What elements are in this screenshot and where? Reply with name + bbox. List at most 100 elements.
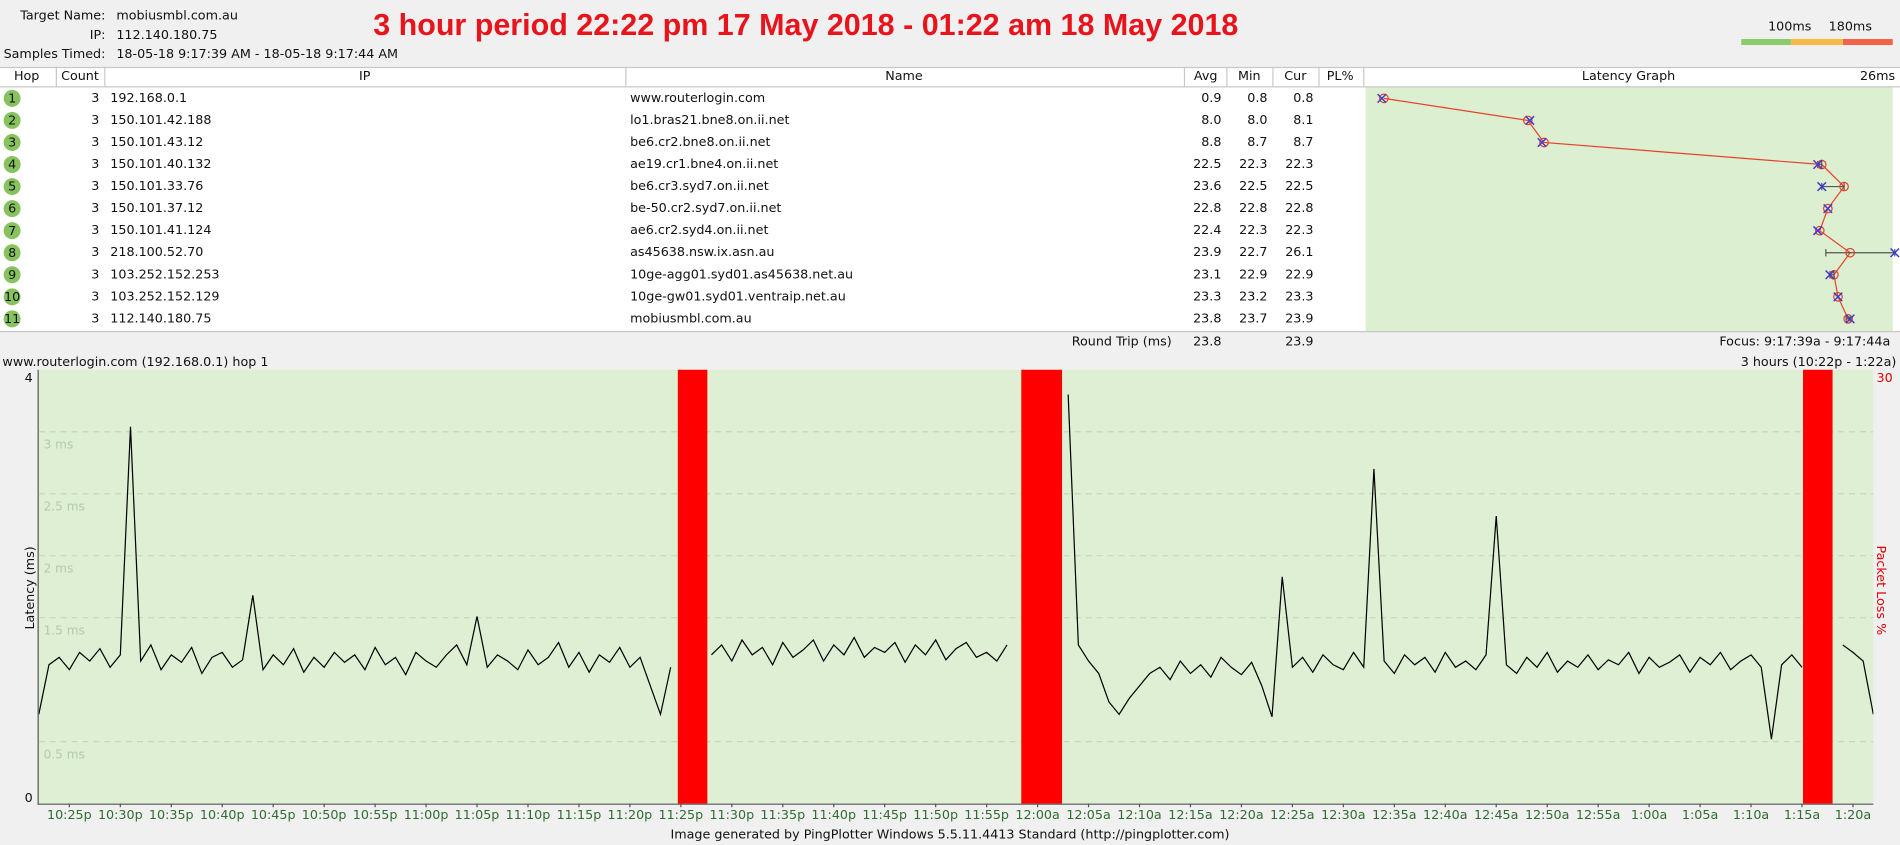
count: 3 — [91, 112, 99, 127]
chart-title: www.routerlogin.com (192.168.0.1) hop 1 — [2, 354, 268, 369]
ip: 150.101.37.12 — [110, 200, 203, 215]
cur: 22.5 — [1285, 178, 1313, 193]
avg: 23.6 — [1193, 178, 1221, 193]
x-tick-label: 10:55p — [353, 807, 398, 822]
count: 3 — [91, 266, 99, 281]
host-name: www.routerlogin.com — [630, 90, 765, 105]
min: 22.3 — [1239, 156, 1267, 171]
count: 3 — [91, 178, 99, 193]
x-tick-label: 11:40p — [811, 807, 856, 822]
cur-marker — [1823, 203, 1833, 214]
column-header: PL% — [1327, 68, 1354, 83]
x-tick-label: 12:15a — [1168, 807, 1212, 822]
avg: 23.9 — [1193, 244, 1221, 259]
cur-marker — [1833, 292, 1843, 302]
cur: 23.9 — [1285, 310, 1313, 325]
host-name: be-50.cr2.syd7.on.ii.net — [630, 200, 781, 215]
ip: 150.101.42.188 — [110, 112, 211, 127]
x-tick-label: 10:50p — [302, 807, 347, 822]
host-name: as45638.nsw.ix.asn.au — [630, 244, 774, 259]
x-tick-label: 11:10p — [506, 807, 551, 822]
column-header: Count — [61, 68, 99, 83]
count: 3 — [91, 244, 99, 259]
column-header: IP — [359, 68, 371, 83]
avg-marker — [1379, 93, 1389, 104]
hop: 9 — [8, 267, 16, 282]
x-tick-label: 12:40a — [1423, 807, 1467, 822]
avg: 23.8 — [1193, 310, 1221, 325]
min: 22.7 — [1239, 244, 1267, 259]
x-tick-label: 12:30a — [1321, 807, 1365, 822]
cur: 23.3 — [1285, 288, 1313, 303]
ip-label: IP: — [90, 27, 106, 42]
host-name: 10ge-agg01.syd01.as45638.net.au — [630, 266, 853, 281]
hop-badge — [3, 200, 21, 218]
min: 22.9 — [1239, 266, 1267, 281]
count: 3 — [91, 310, 99, 325]
x-tick-label: 10:35p — [149, 807, 194, 822]
x-tick-label: 10:40p — [200, 807, 245, 822]
avg: 8.8 — [1201, 134, 1221, 149]
packet-loss-bar — [1021, 369, 1063, 804]
x-tick-label: 12:50a — [1525, 807, 1569, 822]
round-trip-label: Round Trip (ms) — [1072, 333, 1172, 348]
hop: 7 — [8, 223, 16, 238]
hop: 11 — [4, 311, 20, 326]
ip: 103.252.152.129 — [110, 288, 219, 303]
cur-marker — [1825, 270, 1835, 280]
plot-area — [38, 369, 1874, 804]
avg: 8.0 — [1201, 112, 1221, 127]
ip: 192.168.0.1 — [110, 90, 187, 105]
count: 3 — [91, 222, 99, 237]
host-name: ae6.cr2.syd4.on.ii.net — [630, 222, 768, 237]
avg: 22.5 — [1193, 156, 1221, 171]
latency-graph-title: Latency Graph — [1582, 68, 1675, 83]
hop-badge — [3, 222, 21, 240]
cur-marker — [1812, 159, 1823, 170]
hop: 1 — [8, 90, 16, 105]
ip: 150.101.43.12 — [110, 134, 203, 149]
y-tick-label: 2.5 ms — [44, 500, 85, 514]
avg-marker — [1839, 181, 1849, 192]
ip: 150.101.40.132 — [110, 156, 211, 171]
hop: 3 — [8, 135, 16, 150]
x-tick-label: 1:05a — [1682, 807, 1718, 822]
avg: 22.8 — [1193, 200, 1221, 215]
min: 8.0 — [1247, 112, 1267, 127]
count: 3 — [91, 200, 99, 215]
avg: 23.1 — [1193, 266, 1221, 281]
packet-loss-bar — [677, 369, 708, 804]
cur-marker — [1889, 247, 1900, 258]
hop-badge — [3, 244, 21, 262]
hop-badge — [3, 111, 21, 129]
min: 8.7 — [1247, 134, 1267, 149]
hop: 5 — [8, 179, 16, 194]
cur-marker — [1845, 314, 1855, 324]
scale-bar-bad — [1843, 38, 1893, 46]
hop-badge — [3, 89, 21, 107]
avg-marker — [1522, 115, 1533, 126]
ip: 112.140.180.75 — [116, 27, 217, 42]
count: 3 — [91, 90, 99, 105]
y2-axis-title: Packet Loss % — [1874, 545, 1889, 635]
chart-subtitle: 3 hours (10:22p - 1:22a) — [1741, 354, 1897, 369]
min: 0.8 — [1247, 90, 1267, 105]
x-tick-label: 11:55p — [964, 807, 1009, 822]
x-tick-label: 12:45a — [1474, 807, 1518, 822]
x-tick-label: 1:10a — [1733, 807, 1769, 822]
x-tick-label: 10:45p — [251, 807, 296, 822]
cur-marker — [1537, 137, 1547, 148]
column-header: Hop — [14, 68, 39, 83]
samples-label: Samples Timed: — [4, 46, 106, 61]
avg-marker — [1843, 314, 1853, 324]
focus: Focus: 9:17:39a - 9:17:44a — [1719, 333, 1890, 348]
y-tick-label: 3 ms — [44, 438, 74, 452]
y2-tick-label: 30 — [1877, 370, 1893, 385]
x-tick-label: 12:20a — [1219, 807, 1263, 822]
cur: 22.3 — [1285, 156, 1313, 171]
scale-bar-good — [1741, 38, 1791, 46]
avg-marker — [1833, 291, 1843, 302]
y-top-label: 4 — [25, 370, 33, 385]
avg-marker — [1823, 203, 1833, 214]
